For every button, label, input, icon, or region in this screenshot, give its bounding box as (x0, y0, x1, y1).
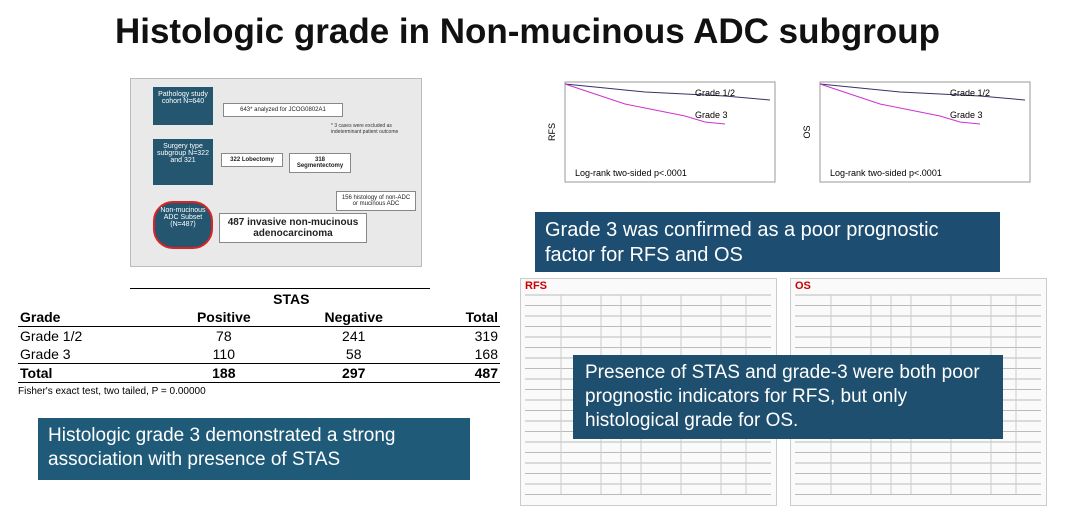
y-axis-label: OS (802, 125, 812, 138)
table-cell: 297 (286, 363, 422, 383)
km-plot: OS Grade 1/2 Grade 3 Log-rank two-sided p<.… (802, 81, 1031, 183)
slide-title: Histologic grade in Non-mucinous ADC sub… (114, 12, 941, 51)
curve (564, 83, 726, 125)
callout: Grade 3 was confirmed as a poor prognost… (535, 212, 1000, 272)
flow-note: * 3 cases were excluded as indeterminant… (331, 123, 399, 135)
table-cell: 110 (212, 346, 235, 362)
flow-node: 156 histology of non-ADC or mucinous ADC (336, 191, 416, 211)
table-cell: 188 (161, 363, 287, 383)
side-box: Surgery type subgroup N=322 and 321 (153, 139, 213, 185)
stas-table: STAS Grade Positive Negative Total Grade 1/… (18, 290, 500, 383)
curve (564, 83, 771, 101)
callout: Presence of STAS and grade-3 were both p… (573, 355, 1003, 439)
table-row: Grade 1/2 78 241 319 (18, 327, 500, 346)
side-box: Pathology study cohort N=640 (153, 87, 213, 125)
curve-label: Grade 1/2 (695, 88, 735, 98)
table-title: RFS (525, 280, 547, 292)
table-cell: 241 (342, 328, 366, 344)
curve (819, 83, 1026, 101)
table-title: OS (795, 280, 811, 292)
table-cell: 319 (474, 328, 498, 344)
km-plot: RFS Grade 1/2 Grade 3 Log-rank two-sided p<… (547, 81, 776, 183)
column-header: Grade (18, 308, 162, 327)
curve-label: Grade 3 (950, 110, 983, 120)
flowchart: Pathology study cohort N=640 Surgery typ… (130, 78, 422, 267)
plot-frame (564, 81, 776, 183)
column-header: Total (421, 308, 500, 327)
curve-label: Grade 1/2 (950, 88, 990, 98)
callout: Histologic grade 3 demonstrated a strong… (38, 418, 470, 480)
table-cell: 487 (421, 363, 500, 383)
group-header: STAS (273, 291, 310, 307)
side-box: Non-mucinous ADC Subset (N=487) (153, 201, 213, 249)
y-axis-label: RFS (547, 123, 557, 141)
table-footnote: Fisher's exact test, two tailed, P = 0.0… (18, 386, 206, 397)
table-row: Total 188 297 487 (18, 363, 500, 383)
table-cell: Grade 3 (20, 346, 71, 362)
flow-node: 487 invasive non-mucinous adenocarcinoma (219, 213, 367, 243)
flow-node: 643* analyzed for JCOG0802A1 (223, 103, 343, 117)
plot-frame (819, 81, 1031, 183)
column-header: Negative (286, 308, 422, 327)
curve-label: Grade 3 (695, 110, 728, 120)
flow-node: 322 Lobectomy (221, 153, 283, 167)
table-cell: 58 (345, 346, 362, 362)
flow-node: 318 Segmentectomy (289, 153, 351, 173)
table-cell: Total (18, 363, 162, 383)
test-label: Log-rank two-sided p<.0001 (575, 168, 687, 178)
table-row: Grade 3 110 58 168 (18, 345, 500, 364)
column-header: Positive (161, 308, 287, 327)
table-cell: Grade 1/2 (20, 328, 83, 344)
test-label: Log-rank two-sided p<.0001 (830, 168, 942, 178)
table-cell: 168 (474, 346, 498, 362)
table-cell: 78 (216, 328, 232, 344)
curve (819, 83, 981, 125)
